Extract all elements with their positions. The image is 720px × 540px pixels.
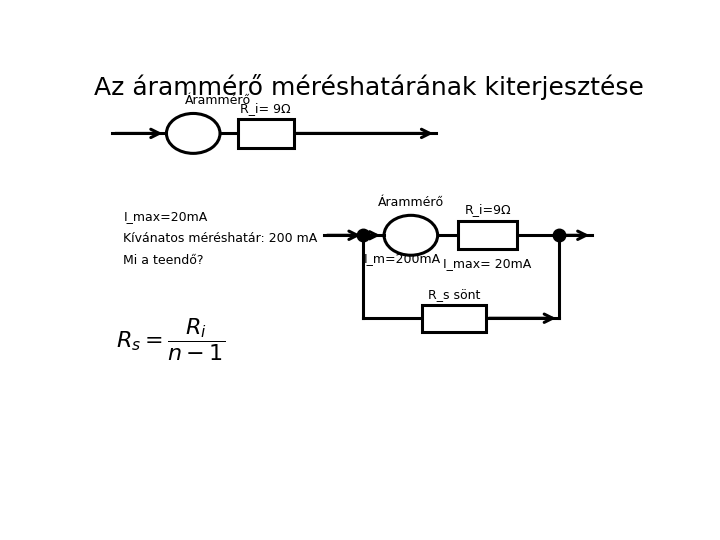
- Bar: [238, 119, 294, 148]
- Bar: [422, 305, 486, 332]
- Text: Az árammérő méréshatárának kiterjesztése: Az árammérő méréshatárának kiterjesztése: [94, 74, 644, 100]
- Text: Árammérő: Árammérő: [185, 94, 251, 107]
- Bar: [459, 221, 517, 249]
- Text: Kívánatos méréshatár: 200 mA: Kívánatos méréshatár: 200 mA: [124, 232, 318, 245]
- Text: R_i=9Ω: R_i=9Ω: [464, 203, 511, 216]
- Text: Árammérő: Árammérő: [378, 196, 444, 209]
- Text: I_max=20mA: I_max=20mA: [124, 210, 208, 224]
- Text: R_s sönt: R_s sönt: [428, 288, 480, 301]
- Text: R_i= 9Ω: R_i= 9Ω: [240, 102, 291, 114]
- Text: I_m=200mA: I_m=200mA: [364, 252, 441, 265]
- Text: Mi a teendő?: Mi a teendő?: [124, 254, 204, 267]
- Text: $R_s = \dfrac{R_i}{n-1}$: $R_s = \dfrac{R_i}{n-1}$: [117, 316, 225, 362]
- Text: I_max= 20mA: I_max= 20mA: [444, 257, 531, 270]
